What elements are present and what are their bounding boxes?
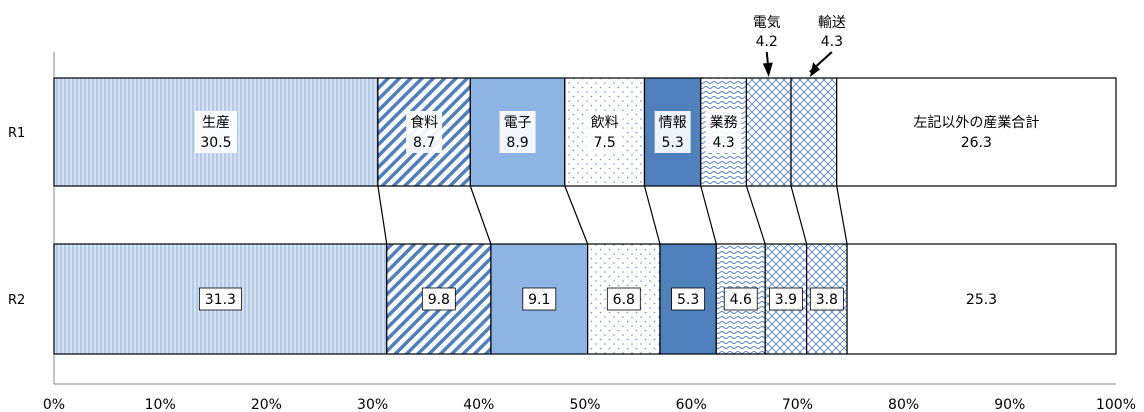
callout-arrowhead: [762, 62, 773, 77]
connector-line: [790, 185, 808, 245]
segment-label: 26.3: [961, 135, 992, 151]
value-label-box: [606, 287, 641, 311]
callout-value: 4.2: [756, 34, 778, 50]
callout-value: 4.3: [821, 34, 843, 50]
x-tick-label: 40%: [463, 397, 494, 412]
segment-label-bg: [586, 111, 623, 153]
callout-arrowhead: [809, 62, 820, 77]
value-label: 9.8: [428, 292, 450, 308]
segment-label: 5.3: [661, 135, 683, 151]
value-label: 9.1: [528, 292, 550, 308]
connector-line: [700, 185, 717, 245]
segment-label-bg: [705, 111, 742, 153]
segment-label: 食料: [410, 114, 438, 131]
connector-line: [836, 185, 848, 245]
segment-label: 左記以外の産業合計: [913, 114, 1039, 131]
value-label-box: [421, 287, 456, 311]
connector-line: [377, 185, 388, 245]
x-tick-labels: 0% 10% 20% 30% 40% 50% 60% 70% 80% 90% 100%: [43, 397, 1136, 412]
x-tick-label: 70%: [782, 397, 813, 412]
segment-label: 8.9: [506, 135, 528, 151]
x-tick-label: 0%: [43, 397, 65, 412]
callout-name: 電気: [753, 15, 781, 31]
segment-label: 30.5: [200, 135, 231, 151]
value-label: 4.6: [730, 292, 752, 308]
category-label: R2: [8, 293, 25, 308]
x-tick-label: 50%: [569, 397, 600, 412]
segment-label: 8.7: [413, 135, 435, 151]
segment-label: 情報: [659, 115, 687, 131]
value-label-box: [522, 287, 557, 311]
bar-segment-R1-8: [790, 77, 838, 187]
callouts: 電気 4.2 輸送 4.3: [753, 15, 846, 77]
connector-line: [643, 185, 661, 245]
x-tick-label: 20%: [251, 397, 282, 412]
x-tick-label: 90%: [994, 397, 1025, 412]
bar-segment-R1-7: [745, 77, 792, 187]
x-tick-label: 100%: [1096, 397, 1136, 412]
callout-name: 輸送: [818, 15, 846, 31]
segment-label-bg: [194, 111, 237, 153]
value-label-box: [671, 287, 706, 311]
value-label: 3.8: [816, 292, 838, 308]
bar-segment-R1-9: [836, 77, 1117, 187]
segment-label: 生産: [202, 115, 230, 131]
connector-lines: [377, 185, 848, 245]
category-labels: R1 R2: [8, 126, 25, 308]
segment-label: 4.3: [712, 135, 734, 151]
value-label: 5.3: [677, 292, 699, 308]
value-label: 6.8: [613, 292, 635, 308]
x-tick-label: 60%: [676, 397, 707, 412]
category-label: R1: [8, 126, 25, 141]
x-tick-label: 80%: [888, 397, 919, 412]
connector-line: [469, 185, 492, 245]
value-label-box: [198, 287, 242, 311]
value-label-box: [809, 287, 844, 311]
value-label-box: [769, 287, 803, 311]
value-label-box: [723, 287, 758, 311]
value-label: 3.9: [775, 292, 797, 308]
segment-label: 7.5: [594, 135, 616, 151]
bar-segment-R2-9: [846, 243, 1117, 355]
segment-label-bg: [499, 111, 536, 153]
x-tick-label: 30%: [357, 397, 388, 412]
value-label: 31.3: [205, 292, 236, 308]
segment-label-bg: [654, 111, 691, 153]
segment-labels: 生産 30.5 食料 8.7 電子 8.9 飲料 7.5 情報 5.3 業務 4.3 左記以外の産業合計…: [194, 111, 1039, 311]
x-tick-label: 10%: [145, 397, 176, 412]
connector-line: [745, 185, 766, 245]
connector-line: [564, 185, 589, 245]
value-label: 25.3: [966, 292, 997, 308]
segment-label: 電子: [504, 115, 532, 131]
segment-label-bg: [406, 111, 443, 153]
segment-label: 飲料: [591, 115, 619, 131]
segment-label: 業務: [710, 115, 738, 131]
